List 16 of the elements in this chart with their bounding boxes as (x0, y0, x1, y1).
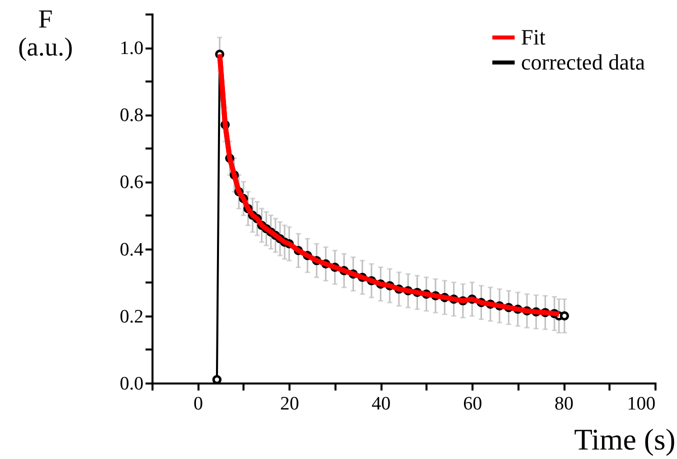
x-tick-label: 80 (554, 394, 574, 414)
y-tick-label: 0.0 (120, 374, 144, 394)
y-tick-label: 1.0 (120, 38, 144, 60)
x-tick-label: 60 (463, 394, 482, 414)
y-axis-title: F (a.u.) (18, 4, 73, 62)
legend-label: Fit (521, 24, 546, 50)
y-tick-label: 0.6 (120, 172, 144, 194)
x-tick-label: 100 (627, 394, 656, 414)
y-tick-label: 0.2 (120, 306, 144, 328)
y-tick-label: 0.4 (120, 239, 144, 260)
x-tick-label: 40 (372, 394, 391, 414)
x-tick-label: 20 (280, 394, 300, 414)
y-tick-label: 0.8 (120, 105, 144, 126)
legend-label: corrected data (521, 50, 646, 74)
x-tick-label: 0 (193, 394, 203, 414)
x-axis-title: Time (s) (574, 424, 676, 456)
